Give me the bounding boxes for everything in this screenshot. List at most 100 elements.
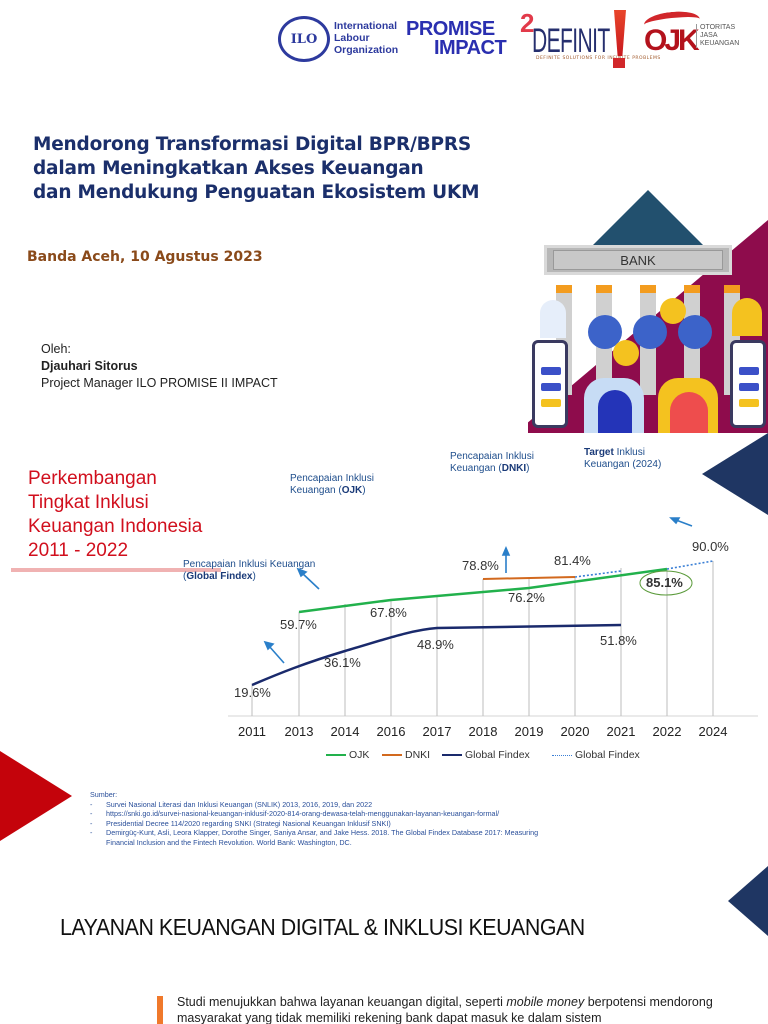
annotation-target-line2: Keuangan (2024) — [584, 459, 662, 470]
ilo-logo-icon: ILO — [278, 16, 330, 62]
value-label-2011: 19.6% — [234, 685, 271, 700]
vertical-gridlines — [251, 561, 714, 716]
slide-digital-finance: LAYANAN KEUANGAN DIGITAL & INKLUSI KEUAN… — [0, 860, 768, 1024]
section-title-line-1: Perkembangan — [28, 468, 157, 489]
x-tick-2014: 2014 — [330, 724, 360, 739]
value-label-2018: 78.8% — [462, 558, 499, 573]
annotation-text: ) — [252, 571, 256, 582]
value-label-2022: 85.1% — [646, 575, 683, 590]
ilo-logo-text: International Labour Organization — [334, 20, 398, 56]
bank-sign: BANK — [544, 245, 732, 275]
x-tick-2024: 2024 — [698, 724, 728, 739]
legend-swatch-dnki — [382, 754, 402, 756]
annotation-text: Keuangan ( — [450, 463, 502, 474]
ilo-line3: Organization — [334, 44, 399, 56]
x-tick-2021: 2021 — [606, 724, 636, 739]
source-item: Presidential Decree 114/2020 regarding S… — [90, 819, 560, 829]
x-tick-2018: 2018 — [468, 724, 498, 739]
title-underline — [11, 568, 221, 572]
x-tick-2020: 2020 — [560, 724, 590, 739]
annotation-bold: OJK — [341, 485, 363, 496]
definit-dot-icon — [613, 58, 625, 68]
byline-label: Oleh: — [41, 342, 71, 356]
gear-icon — [678, 315, 712, 349]
legend-global-findex: Global Findex — [442, 749, 530, 761]
title-line-1: Mendorong Transformasi Digital BPR/BPRS — [33, 134, 472, 155]
value-label-2017: 48.9% — [417, 637, 454, 652]
title-line-3: dan Mendukung Penguatan Ekosistem UKM — [33, 182, 480, 203]
gear-icon — [633, 315, 667, 349]
impact-text: IMPACT — [434, 37, 507, 59]
slide-inclusion-chart: Perkembangan Tingkat Inklusi Keuangan In… — [0, 433, 768, 860]
legend-swatch-findex — [442, 754, 462, 756]
ojk-line1: OTORITAS — [700, 24, 736, 31]
legend-label: Global Findex — [465, 749, 530, 761]
annotation-dnki-line1: Pencapaian Inklusi — [450, 451, 534, 462]
legend-label: Global Findex — [575, 749, 640, 761]
sources-list: Sumber: Survei Nasional Literasi dan Ink… — [90, 790, 560, 847]
navy-triangle-decoration — [728, 866, 768, 936]
x-tick-2013: 2013 — [284, 724, 314, 739]
definit-logo: DEFINIT — [532, 22, 610, 60]
highlight-ellipse — [639, 570, 693, 596]
annotation-bold: Target — [584, 447, 614, 458]
bank-illustration: BANK — [528, 180, 768, 433]
presenter-name: Djauhari Sitorus — [41, 359, 138, 373]
value-label-2019: 76.2% — [508, 590, 545, 605]
woman-hijab-figure — [732, 298, 762, 336]
legend-label: OJK — [349, 749, 370, 761]
slide3-body: Studi menujukkan bahwa layanan keuangan … — [177, 994, 737, 1024]
value-label-2016: 67.8% — [370, 605, 407, 620]
body-text: berpotensi mendorong masyarakat yang tid… — [177, 995, 713, 1024]
presenter-byline: Oleh: Djauhari Sitorus Project Manager I… — [41, 341, 278, 392]
annotation-text: Inklusi — [613, 447, 645, 458]
ilo-emblem-text: ILO — [290, 31, 318, 47]
event-date: Banda Aceh, 10 Agustus 2023 — [27, 249, 263, 265]
slide3-title: LAYANAN KEUANGAN DIGITAL & INKLUSI KEUAN… — [60, 914, 585, 940]
series-global-findex — [251, 623, 622, 687]
body-italic: mobile money — [506, 995, 585, 1009]
legend-label: DNKI — [405, 749, 431, 761]
series-findex-dotted-b — [666, 560, 714, 570]
annotation-findex-line1: Pencapaian Inklusi Keuangan — [183, 559, 316, 570]
x-tick-2022: 2022 — [652, 724, 682, 739]
chart-canvas — [228, 517, 758, 717]
title-line-2: dalam Meningkatkan Akses Keuangan — [33, 158, 424, 179]
slide-cover: ILO International Labour Organization PR… — [0, 0, 768, 433]
gear-icon — [613, 340, 639, 366]
annotation-bold: DNKI — [501, 463, 527, 474]
annotation-ojk-line1: Pencapaian Inklusi — [290, 473, 374, 484]
sources-heading: Sumber: — [90, 790, 118, 799]
promise-impact-logo: PROMISE 2 IMPACT — [406, 10, 534, 59]
red-triangle-decoration — [0, 751, 72, 841]
bank-sign-text: BANK — [553, 250, 723, 270]
ilo-line1: International — [334, 20, 398, 32]
ojk-logo: OJK — [644, 24, 700, 57]
annotation-dnki: Pencapaian Inklusi Keuangan (DNKI) — [450, 451, 534, 475]
promise-two: 2 — [520, 8, 534, 38]
annotation-text: ) — [362, 485, 366, 496]
source-item: Demirgüç-Kunt, Asli, Leora Klapper, Doro… — [90, 828, 560, 847]
section-title-line-4: 2011 - 2022 — [28, 540, 129, 561]
source-link[interactable]: https://snki.go.id/survei-nasional-keuan… — [90, 809, 560, 819]
value-label-2024: 90.0% — [692, 539, 729, 554]
smartphone-icon — [730, 340, 766, 428]
orange-accent-bar — [157, 996, 163, 1024]
series-dnki — [482, 576, 576, 580]
ojk-line2: JASA — [700, 32, 718, 39]
x-tick-2017: 2017 — [422, 724, 452, 739]
section-title-line-3: Keuangan Indonesia — [28, 516, 203, 537]
ojk-line3: KEUANGAN — [700, 40, 740, 47]
definit-tagline: DEFINITE SOLUTIONS FOR INFINITE PROBLEMS — [536, 56, 661, 61]
legend-dnki: DNKI — [382, 749, 430, 761]
presenter-role: Project Manager ILO PROMISE II IMPACT — [41, 376, 278, 390]
chart-section-title: Perkembangan Tingkat Inklusi Keuangan In… — [28, 467, 202, 563]
blue-suit-icon — [598, 390, 632, 433]
x-tick-2011: 2011 — [238, 724, 266, 739]
annotation-text: Keuangan ( — [290, 485, 342, 496]
annotation-target: Target Inklusi Keuangan (2024) — [584, 447, 661, 471]
legend-swatch-findex-dotted — [552, 754, 572, 756]
annotation-arrows — [263, 517, 693, 664]
annotation-text: ) — [526, 463, 530, 474]
annotation-bold: Global Findex — [186, 571, 253, 582]
